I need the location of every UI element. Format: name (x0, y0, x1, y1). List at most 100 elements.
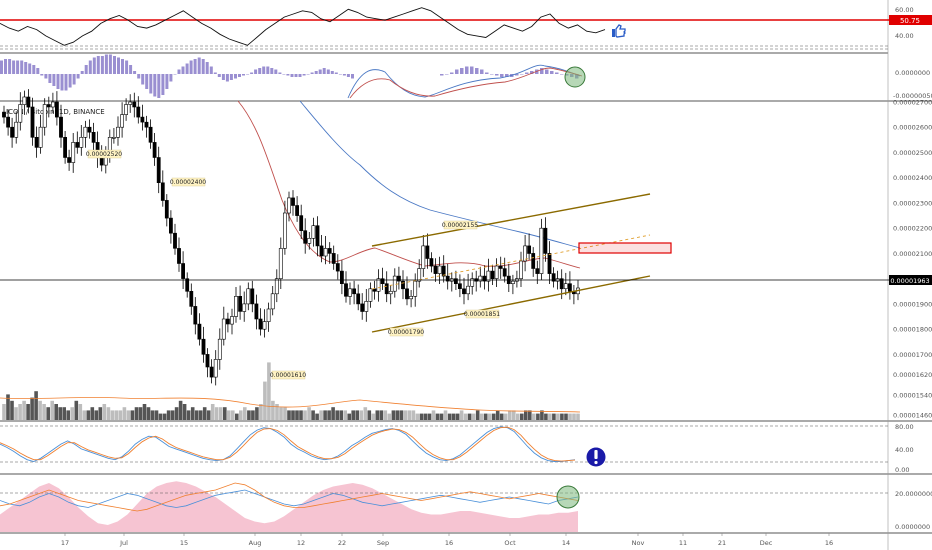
volume-bar (251, 410, 255, 420)
macd-bar (342, 74, 346, 76)
macd-bar (530, 71, 534, 74)
candle-body (6, 116, 11, 128)
volume-bar (508, 410, 512, 420)
macd-histogram (0, 54, 579, 98)
x-tick-label: Aug (249, 539, 262, 547)
volume-bar (223, 407, 227, 420)
macd-bar (238, 74, 241, 77)
volume-bar (399, 410, 404, 420)
candle-body (311, 225, 316, 239)
candle-body (112, 137, 116, 139)
macd-bar (36, 68, 40, 74)
volume-bars (2, 362, 580, 420)
candle-body (523, 245, 528, 262)
macd-bar (545, 69, 549, 74)
volume-bar (411, 410, 416, 420)
macd-bar (133, 71, 137, 74)
volume-bar (219, 407, 223, 420)
candle-body (291, 197, 295, 206)
macd-bar (181, 66, 185, 74)
candle-body (368, 288, 373, 302)
volume-bar (279, 407, 283, 420)
candle-body (201, 338, 206, 355)
volume-bar (431, 410, 436, 420)
candle-body (287, 197, 291, 214)
stoch-d-line (0, 426, 576, 462)
volume-bar (10, 400, 14, 420)
stoch-tick-40: 40.00 (895, 446, 914, 454)
volume-bar (407, 410, 412, 420)
volume-bar (138, 407, 143, 420)
candle-body (331, 253, 336, 264)
volume-bar (319, 410, 323, 420)
macd-bar (485, 72, 489, 74)
candle-body (116, 126, 120, 138)
candle-body (323, 248, 328, 257)
candle-body (441, 265, 446, 277)
stoch-tick-0: 0.00 (895, 466, 909, 474)
candles (2, 89, 580, 386)
price-tick: 0.00001800 (893, 326, 932, 334)
candle-body (401, 280, 405, 290)
volume-bar (154, 410, 159, 420)
macd-bar (185, 63, 189, 74)
volume-bar (467, 413, 472, 420)
volume-bar (491, 413, 496, 420)
x-tick-label: 12 (297, 539, 305, 547)
candle-body (510, 280, 515, 285)
dmi-tick-0: 0.0000000 (895, 523, 930, 531)
channel-mid-line (371, 234, 651, 290)
volume-bar (182, 404, 187, 420)
macd-bar (193, 59, 197, 74)
macd-bar (346, 74, 350, 77)
volume-bar (30, 397, 34, 420)
candle-body (348, 288, 352, 297)
candle-body (453, 278, 458, 285)
volume-bar (166, 410, 171, 420)
macd-bar (246, 74, 250, 75)
candle-body (490, 270, 495, 280)
macd-bar (205, 62, 209, 74)
macd-bar (201, 59, 205, 74)
channel-upper-line (371, 193, 651, 247)
macd-bar (334, 72, 338, 74)
macd-bar (161, 74, 165, 95)
rsi-tick-40: 40.00 (895, 32, 914, 40)
candle-body (352, 288, 357, 295)
candle-body (136, 106, 141, 118)
candle-body (132, 101, 137, 108)
macd-bar (56, 74, 60, 89)
macd-bar (520, 74, 524, 75)
volume-bar (206, 410, 211, 420)
macd-bar (0, 60, 3, 74)
macd-bar (455, 69, 459, 74)
macd-bar (310, 72, 314, 74)
volume-bar (367, 410, 372, 420)
macd-bar (306, 74, 310, 75)
macd-bar (465, 66, 469, 74)
dmi-pane: 20.0000000 0.0000000 (0, 481, 932, 532)
annotation-low-5: 0.00001851 (464, 311, 500, 318)
candle-body (409, 295, 414, 300)
volume-bar (227, 410, 231, 420)
candle-body (482, 275, 487, 282)
macd-tick-neg: -0.00000050 (893, 92, 932, 100)
x-tick-label: 16 (445, 539, 453, 547)
macd-bar (475, 68, 479, 74)
candle-body (120, 114, 125, 128)
volume-bar (331, 407, 335, 420)
candle-body (539, 227, 544, 274)
candle-body (388, 290, 393, 295)
macd-bar (121, 59, 124, 74)
candle-body (63, 137, 68, 158)
candle-body (254, 303, 259, 320)
price-tick: 0.00001900 (893, 300, 932, 308)
candle-body (173, 232, 177, 249)
volume-bar (339, 410, 343, 420)
volume-bar (516, 413, 520, 420)
macd-bar (282, 74, 286, 75)
volume-bar (548, 413, 552, 420)
macd-bar (68, 74, 72, 88)
macd-bar (108, 54, 112, 74)
